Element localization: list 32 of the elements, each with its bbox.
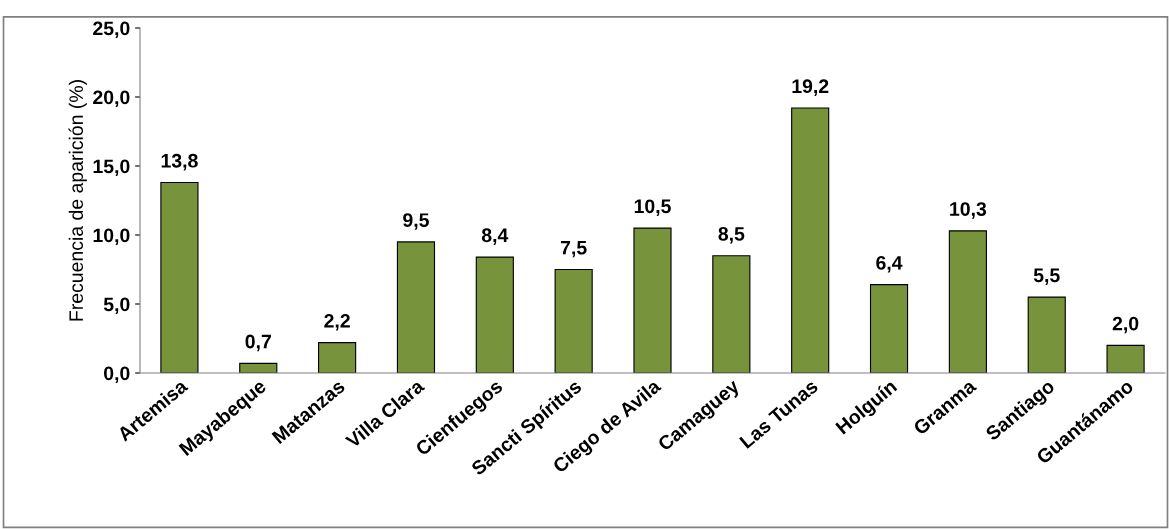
data-label: 0,7 [245,334,271,352]
data-label: 9,5 [403,213,429,230]
data-label: 6,4 [876,255,903,273]
bar [396,241,436,373]
bar [633,227,672,373]
bar [160,182,199,373]
y-tick-label: 25,0 [93,21,130,39]
data-label: 5,5 [1033,268,1060,285]
data-label: 13,8 [161,153,198,171]
y-tick-label: 10,0 [93,228,130,246]
bar [869,284,909,373]
data-label: 2,2 [324,313,350,331]
data-label: 19,2 [792,79,829,96]
y-tick-label: 0,0 [104,366,130,384]
bar [475,256,514,373]
data-label: 2,0 [1112,316,1139,334]
y-axis-title: Frecuencia de aparición (%) [68,80,87,321]
data-label: 10,3 [950,202,987,219]
y-tick-label: 15,0 [93,159,130,177]
bar [1106,344,1145,373]
bar [948,230,987,373]
y-tick-label: 5,0 [103,297,130,315]
data-label: 8,4 [481,228,509,245]
bar [318,342,357,373]
data-label: 10,5 [634,199,671,216]
y-tick-label: 20,0 [93,90,130,108]
bar [712,255,751,373]
bar [554,268,593,373]
bar [1027,296,1066,373]
data-label: 7,5 [560,240,587,258]
bar [791,107,830,373]
data-label: 8,5 [718,226,745,244]
